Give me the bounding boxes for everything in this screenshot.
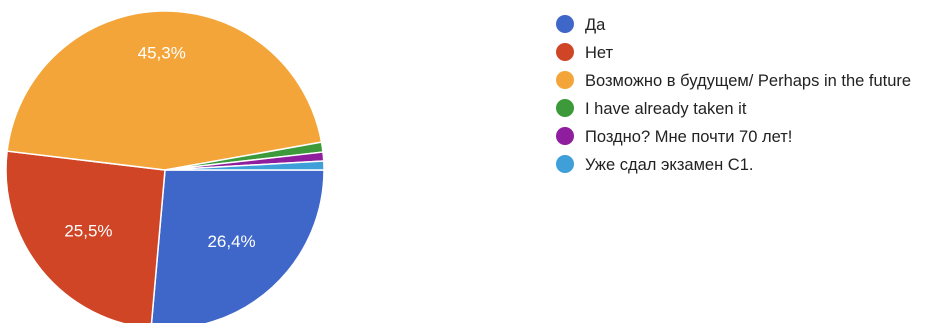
legend-label-perhaps-future: Возможно в будущем/ Perhaps in the futur…	[585, 72, 912, 90]
legend-item-perhaps-future[interactable]: Возможно в будущем/ Perhaps in the futur…	[556, 70, 941, 92]
pie-chart: 26,4% 25,5% 45,3%	[5, 10, 325, 323]
legend-swatch-net	[556, 43, 574, 61]
legend-swatch-perhaps-future	[556, 71, 574, 89]
legend-label-net: Нет	[585, 44, 614, 62]
data-label-perhaps-future: 45,3%	[138, 43, 186, 62]
legend-item-passed-c1[interactable]: Уже сдал экзамен С1.	[556, 154, 941, 176]
pie-slice-perhaps-future[interactable]	[6, 10, 323, 171]
legend-item-da[interactable]: Да	[556, 14, 941, 36]
pie-slices	[5, 10, 325, 323]
legend-label-too-late: Поздно? Мне почти 70 лет!	[585, 128, 793, 146]
legend-swatch-da	[556, 15, 574, 33]
pie-slice-net[interactable]	[5, 150, 166, 323]
legend-item-net[interactable]: Нет	[556, 42, 941, 64]
legend-label-already-taken: I have already taken it	[585, 100, 747, 118]
legend-swatch-passed-c1	[556, 155, 574, 173]
legend-swatch-too-late	[556, 127, 574, 145]
data-label-da: 26,4%	[207, 232, 255, 251]
pie-data-labels: 26,4% 25,5% 45,3%	[64, 43, 255, 251]
pie-slice-da[interactable]	[150, 169, 325, 323]
legend-label-passed-c1: Уже сдал экзамен С1.	[585, 156, 754, 174]
legend-label-da: Да	[585, 16, 606, 34]
legend-item-already-taken[interactable]: I have already taken it	[556, 98, 941, 120]
pie-slice-passed-c1[interactable]	[164, 160, 325, 171]
data-label-net: 25,5%	[64, 222, 112, 241]
pie-chart-svg: 26,4% 25,5% 45,3%	[5, 10, 325, 323]
legend-item-too-late[interactable]: Поздно? Мне почти 70 лет!	[556, 126, 941, 148]
chart-legend: Да Нет Возможно в будущем/ Perhaps in th…	[556, 14, 941, 182]
legend-swatch-already-taken	[556, 99, 574, 117]
